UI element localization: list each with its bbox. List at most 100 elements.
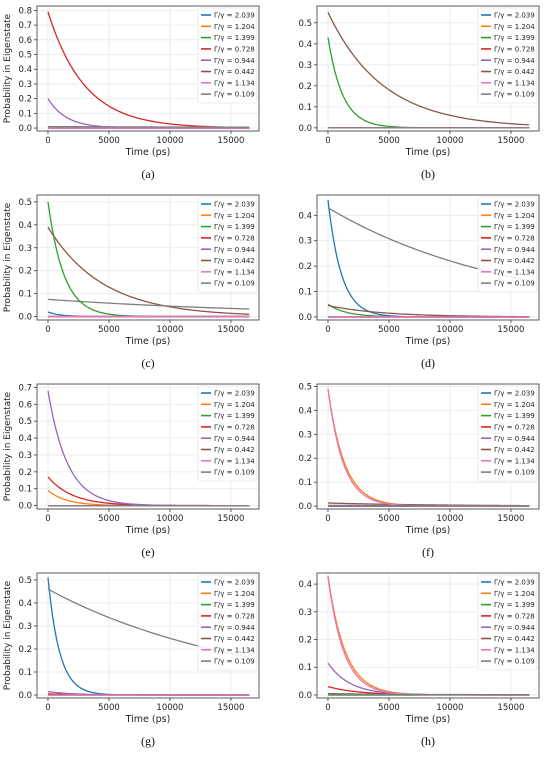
legend-label: Γ/γ = 2.039 [494,201,535,209]
legend-label: Γ/γ = 0.728 [214,424,255,432]
y-tick-label: 0.0 [18,691,32,701]
x-tick-label: 0 [45,514,50,524]
x-tick-label: 5000 [98,325,120,335]
x-axis-label: Time (ps) [405,147,451,158]
legend-label: Γ/γ = 1.204 [494,23,535,31]
y-tick-label: 0.1 [18,109,32,119]
y-tick-label: 0.0 [298,124,312,134]
panel-a: 0 5000 10000 15000 0.0 0.1 0.2 0.3 0.4 0.5 0.6 0.7 0… [3,6,259,181]
x-tick-label: 0 [325,703,330,713]
panel-f: 0 5000 10000 15000 0.0 0.1 0.2 0.3 0.4 0.5 Time (p… [298,382,539,559]
x-tick-label: 0 [45,325,50,335]
x-tick-label: 10000 [436,325,463,335]
legend-label: Γ/γ = 1.399 [494,601,535,609]
legend-label: Γ/γ = 0.728 [494,235,535,243]
legend-label: Γ/γ = 1.204 [214,401,255,409]
panel-e: 0 5000 10000 15000 0.0 0.1 0.2 0.3 0.4 0.5 0.6 0.7 T… [3,383,259,559]
panel-d: 0 5000 10000 15000 0.0 0.1 0.2 0.3 0.4 Time (ps) Γ… [298,195,539,370]
y-tick-label: 0.3 [18,622,32,632]
x-tick-label: 15000 [217,703,244,713]
y-tick-label: 0.4 [18,221,32,231]
y-tick-label: 0.5 [18,417,32,427]
y-tick-label: 0.7 [18,383,32,393]
series-line [48,299,249,309]
legend-label: Γ/γ = 1.134 [494,268,535,276]
y-tick-label: 0.3 [298,237,312,247]
x-tick-label: 0 [325,325,330,335]
y-tick-label: 0.6 [18,36,32,46]
legend-label: Γ/γ = 1.399 [214,223,255,231]
legend-label: Γ/γ = 1.204 [494,401,535,409]
y-tick-label: 0.3 [18,80,32,90]
y-tick-label: 0.3 [298,608,312,618]
legend-label: Γ/γ = 0.442 [214,68,255,76]
x-tick-label: 5000 [98,514,120,524]
legend-label: Γ/γ = 0.442 [214,257,255,265]
panel-caption: (d) [421,356,435,370]
x-axis-label: Time (ps) [125,525,171,536]
y-tick-label: 0.0 [298,313,312,323]
x-tick-label: 15000 [217,325,244,335]
legend-label: Γ/γ = 0.442 [214,635,255,643]
x-tick-label: 10000 [156,514,183,524]
x-tick-label: 5000 [98,136,120,146]
legend-label: Γ/γ = 2.039 [214,579,255,587]
panel-caption: (h) [421,734,435,748]
y-tick-label: 0.4 [298,211,312,221]
legend-label: Γ/γ = 2.039 [214,12,255,20]
x-axis-label: Time (ps) [405,336,451,347]
y-tick-label: 0.7 [18,21,32,31]
x-tick-label: 15000 [217,136,244,146]
y-tick-label: 0.5 [18,51,32,61]
x-tick-label: 0 [45,136,50,146]
x-tick-label: 5000 [378,325,400,335]
x-tick-label: 5000 [378,703,400,713]
y-tick-label: 0.6 [18,400,32,410]
x-tick-label: 5000 [98,703,120,713]
y-tick-label: 0.3 [18,244,32,254]
series-line [48,490,249,505]
legend-label: Γ/γ = 0.944 [494,57,535,65]
legend-label: Γ/γ = 0.944 [494,246,535,254]
legend-label: Γ/γ = 1.204 [494,590,535,598]
legend-label: Γ/γ = 0.109 [214,658,255,666]
y-tick-label: 0.1 [298,103,312,113]
y-tick-label: 0.1 [18,290,32,300]
legend-label: Γ/γ = 1.204 [494,212,535,220]
y-tick-label: 0.1 [298,478,312,488]
y-tick-label: 0.1 [18,485,32,495]
legend-label: Γ/γ = 0.109 [494,469,535,477]
legend-label: Γ/γ = 0.109 [214,91,255,99]
y-tick-label: 0.0 [18,502,32,512]
legend-label: Γ/γ = 1.134 [494,646,535,654]
legend-label: Γ/γ = 1.399 [494,412,535,420]
y-tick-label: 0.3 [298,430,312,440]
legend-label: Γ/γ = 1.134 [214,79,255,87]
legend-label: Γ/γ = 1.399 [214,34,255,42]
legend-label: Γ/γ = 1.399 [214,601,255,609]
y-tick-label: 0.4 [18,434,32,444]
legend-label: Γ/γ = 0.944 [214,246,255,254]
x-axis-label: Time (ps) [125,336,171,347]
legend-label: Γ/γ = 1.134 [214,646,255,654]
y-tick-label: 0.4 [298,40,312,50]
y-tick-label: 0.1 [18,668,32,678]
legend-label: Γ/γ = 1.204 [214,212,255,220]
x-tick-label: 0 [325,136,330,146]
legend-label: Γ/γ = 0.728 [494,46,535,54]
x-tick-label: 15000 [497,514,524,524]
y-tick-label: 0.0 [298,691,312,701]
legend-label: Γ/γ = 0.728 [214,235,255,243]
legend-label: Γ/γ = 0.109 [494,91,535,99]
legend-label: Γ/γ = 0.442 [494,635,535,643]
panel-caption: (b) [421,167,435,181]
legend-label: Γ/γ = 0.728 [494,613,535,621]
legend-label: Γ/γ = 2.039 [494,390,535,398]
legend-label: Γ/γ = 1.134 [494,457,535,465]
y-tick-label: 0.2 [18,645,32,655]
legend-label: Γ/γ = 0.109 [214,280,255,288]
y-tick-label: 0.0 [18,124,32,134]
x-axis-label: Time (ps) [125,714,171,725]
legend-label: Γ/γ = 0.442 [494,68,535,76]
legend-label: Γ/γ = 0.728 [214,46,255,54]
